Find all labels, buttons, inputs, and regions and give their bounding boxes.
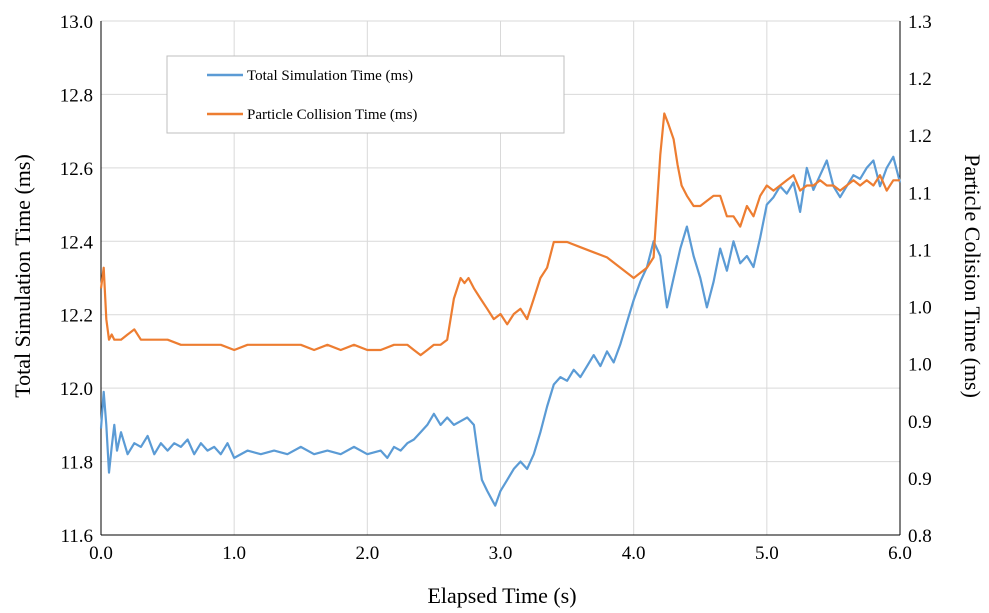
y-right-axis-title: Particle Colision Time (ms)	[960, 154, 985, 398]
y-right-tick-label: 1.3	[908, 12, 932, 33]
x-tick-label: 5.0	[755, 543, 779, 564]
x-tick-label: 1.0	[222, 543, 246, 564]
y-right-tick-label: 1.0	[908, 355, 932, 376]
y-left-axis-title: Total Simulation Time (ms)	[10, 154, 35, 398]
legend-label-series-1: Particle Collision Time (ms)	[247, 107, 417, 123]
series-lines	[99, 112, 902, 507]
y-right-tick-label: 0.9	[908, 412, 932, 433]
y-left-tick-label: 13.0	[60, 12, 93, 33]
y-right-tick-label: 1.0	[908, 298, 932, 319]
legend-box	[166, 55, 565, 134]
series-line-1	[99, 112, 900, 357]
y-right-tick-label: 1.2	[908, 126, 932, 147]
x-tick-label: 0.0	[89, 543, 113, 564]
y-left-tick-label: 12.4	[60, 232, 94, 253]
series-line-0	[99, 155, 902, 507]
y-left-tick-label: 11.6	[60, 526, 93, 547]
y-left-tick-label: 11.8	[60, 453, 93, 474]
x-axis-title: Elapsed Time (s)	[427, 583, 576, 608]
x-tick-label: 4.0	[622, 543, 646, 564]
axes	[100, 21, 901, 536]
y-right-tick-label: 0.8	[908, 526, 932, 547]
y-left-tick-label: 12.8	[60, 85, 93, 106]
x-tick-label: 2.0	[355, 543, 379, 564]
y-right-tick-label: 1.1	[908, 183, 932, 204]
x-tick-label: 3.0	[489, 543, 513, 564]
y-left-tick-label: 12.2	[60, 306, 93, 327]
y-left-tick-label: 12.0	[60, 379, 93, 400]
legend-label-series-0: Total Simulation Time (ms)	[247, 68, 413, 84]
y-right-tick-label: 1.1	[908, 240, 932, 261]
y-right-tick-label: 1.2	[908, 69, 932, 90]
y-right-tick-label: 0.9	[908, 469, 932, 490]
x-tick-label: 6.0	[888, 543, 912, 564]
tick-labels: 0.0 1.0 2.0 3.0 4.0 5.0 6.0 11.6 11.8 12.0 12.2 12.…	[60, 12, 932, 564]
y-left-tick-label: 12.6	[60, 159, 93, 180]
legend: Total Simulation Time (ms) Particle Coll…	[166, 55, 565, 134]
